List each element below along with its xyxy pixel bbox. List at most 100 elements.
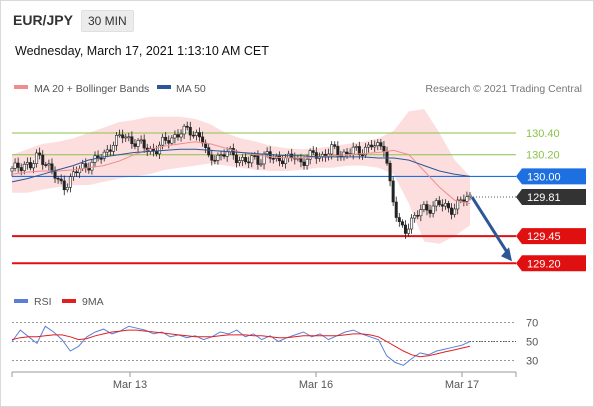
projection-arrow-head [501, 247, 512, 262]
level-tag-text: 129.45 [527, 231, 561, 243]
candle-body [105, 149, 109, 153]
candle-body [431, 205, 435, 214]
symbol-title: EUR/JPY [13, 12, 73, 28]
rsi-line [11, 325, 471, 366]
candle-body [191, 134, 195, 137]
candle-body [139, 139, 143, 142]
candle-body [121, 134, 125, 139]
support-tag-129-45: 129.45 [516, 228, 586, 245]
last-price-tag-129-81: 129.81 [516, 189, 586, 206]
candle-body [167, 140, 171, 144]
rsi-legend-label: RSI [34, 296, 52, 308]
candle-body [385, 151, 389, 164]
candle-body [176, 134, 180, 138]
candle-body [50, 163, 54, 172]
candle-body [44, 164, 48, 166]
interval-badge[interactable]: 30 MIN [81, 10, 134, 32]
candle-body [308, 150, 312, 160]
candle-body [25, 162, 29, 165]
candle-body [407, 228, 411, 234]
resistance-label-130-20: 130.20 [526, 150, 560, 162]
candle-body [161, 136, 165, 146]
candle-body [216, 154, 220, 161]
moving-averages [11, 141, 471, 205]
candle-body [370, 144, 374, 148]
last-price-tag-bg [516, 189, 586, 206]
candle-body [194, 132, 198, 136]
candle-body [207, 147, 211, 156]
candle-body [419, 209, 423, 217]
last-price-tag-text: 129.81 [527, 192, 561, 204]
candle-body [428, 209, 432, 214]
candle-body [118, 134, 122, 137]
bollinger-band-area [12, 109, 470, 244]
price-legend: MA 20 + Bollinger Bands MA 50 Research ©… [14, 83, 582, 95]
candle-body [219, 154, 223, 156]
candle-body [357, 146, 361, 155]
candle-body [400, 221, 404, 226]
candle-body [394, 201, 398, 218]
candle-body [13, 162, 17, 169]
candle-body [382, 145, 386, 152]
candle-body [136, 140, 140, 147]
candle-body [250, 155, 254, 164]
candle-body [130, 136, 134, 145]
candle-body [284, 157, 288, 164]
candle-body [403, 224, 407, 234]
candle-body [188, 126, 192, 136]
candle-body [305, 158, 309, 166]
candle-body [456, 199, 460, 210]
candle-body [450, 207, 454, 215]
candle-body [336, 146, 340, 157]
candle-body [225, 151, 229, 157]
candle-body [84, 163, 88, 168]
candle-body [210, 154, 214, 161]
candle-body [314, 152, 318, 159]
rsi-level-label-30: 30 [526, 356, 538, 368]
candle-body [185, 125, 189, 128]
candle-body [446, 203, 450, 209]
candle-body [416, 215, 420, 217]
candle-body [47, 163, 51, 166]
x-tick-label: Mar 17 [445, 379, 479, 391]
credit-label: Research © 2021 Trading Central [425, 83, 582, 95]
candle-body [443, 203, 447, 207]
candle-body [388, 162, 392, 182]
candle-body [53, 170, 57, 179]
candle-body [256, 155, 260, 165]
candle-body [330, 144, 334, 155]
candle-body [41, 154, 45, 165]
candle-body [213, 159, 217, 162]
candle-body [379, 142, 383, 147]
rsi-panel: 70 50 30 [11, 318, 538, 368]
candle-body [465, 196, 469, 202]
ma50-legend-swatch [157, 85, 171, 89]
candle-body [201, 136, 205, 144]
level-labels: 130.40 130.20 130.00 129.81 129.45 129.20 [516, 128, 586, 272]
candle-body [19, 167, 23, 171]
level-tag-text: 129.20 [527, 258, 561, 270]
rsi-legend-swatch [14, 299, 28, 303]
candle-body [179, 133, 183, 138]
price-candles [10, 121, 472, 239]
candle-body [360, 154, 364, 156]
candle-body [108, 149, 112, 152]
candle-body [59, 178, 63, 182]
candle-body [459, 199, 463, 202]
candle-body [234, 154, 238, 164]
candle-body [10, 167, 14, 172]
candle-body [127, 136, 131, 139]
candle-body [462, 199, 466, 202]
candle-body [32, 163, 36, 169]
candle-body [422, 204, 426, 210]
candle-body [28, 162, 32, 169]
bollinger-bands [12, 109, 470, 244]
candle-body [56, 177, 60, 180]
candle-body [173, 134, 177, 139]
ma50-line [11, 148, 471, 183]
candle-body [170, 137, 174, 144]
candle-body [345, 151, 349, 155]
candle-body [164, 136, 168, 141]
candle-body [410, 217, 414, 230]
